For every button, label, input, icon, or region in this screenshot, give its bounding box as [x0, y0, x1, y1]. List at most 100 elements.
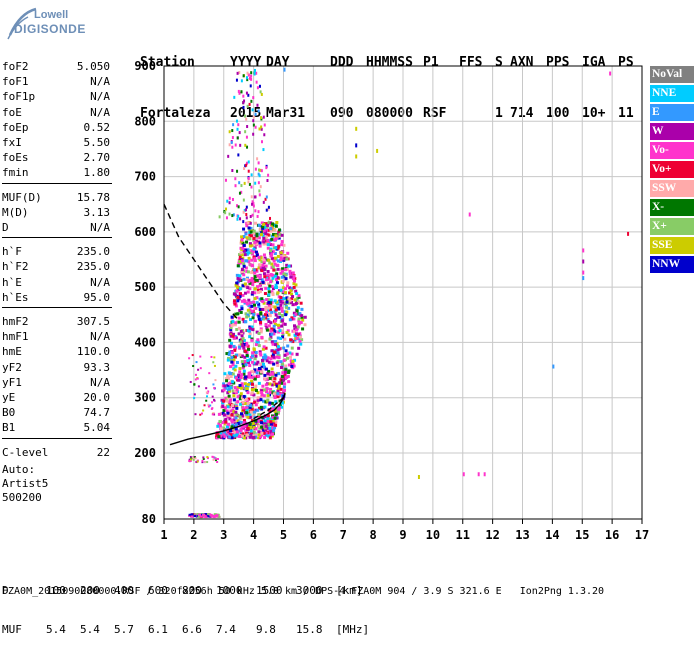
echo-point: [232, 322, 236, 326]
echo-point: [273, 409, 277, 413]
es-echo: [204, 513, 208, 516]
param-separator: [2, 237, 112, 239]
echo-point: [234, 427, 238, 431]
param-value: 3.13: [83, 205, 111, 219]
echo-point: [248, 373, 252, 377]
x-tick-label: 15: [575, 528, 589, 542]
echo-point: [274, 373, 278, 377]
side-echo: [191, 354, 194, 357]
distance-value: 600: [148, 584, 168, 597]
x-tick-label: 16: [605, 528, 619, 542]
echo-point: [277, 295, 281, 299]
echo-point: [287, 371, 291, 375]
echo-point: [266, 238, 270, 242]
echo-point: [249, 426, 253, 430]
echo-point: [256, 157, 259, 161]
value-s: 1: [495, 106, 503, 121]
echo-point: [252, 348, 256, 352]
echo-point: [236, 419, 240, 423]
echo-point: [267, 228, 271, 232]
legend-item-noval: NoVal: [650, 66, 694, 83]
echo-point: [266, 414, 270, 418]
echo-point: [243, 301, 247, 305]
echo-point: [242, 364, 246, 368]
echo-point: [282, 254, 286, 258]
echo-point: [280, 329, 284, 333]
echo-point: [228, 400, 232, 404]
es-echo: [202, 513, 206, 516]
echo-point: [229, 428, 233, 432]
echo-point: [264, 232, 268, 236]
echo-point: [280, 381, 284, 385]
echo-point: [252, 204, 255, 208]
echo-point: [249, 230, 253, 234]
echo-point: [254, 375, 258, 379]
isolated-echo: [483, 472, 486, 477]
echo-point: [261, 384, 265, 388]
echo-point: [258, 193, 261, 197]
echo-point: [261, 234, 265, 238]
echo-point: [262, 399, 266, 403]
echo-point: [259, 405, 263, 409]
echo-point: [244, 428, 248, 432]
echo-point: [286, 352, 290, 356]
echo-point: [233, 299, 237, 303]
echo-point: [229, 409, 233, 413]
echo-point: [257, 314, 261, 318]
echo-point: [221, 411, 225, 415]
echo-point: [271, 422, 275, 426]
echo-point: [288, 318, 292, 322]
echo-point: [292, 317, 296, 321]
echo-point: [240, 396, 244, 400]
echo-point: [281, 330, 285, 334]
echo-point: [245, 259, 249, 263]
echo-point: [236, 422, 240, 426]
param-row: fmin 1.80: [2, 166, 110, 180]
echo-point: [252, 132, 255, 136]
echo-point: [234, 283, 238, 287]
echo-point: [215, 433, 219, 437]
echo-point: [237, 89, 240, 93]
es-echo: [198, 513, 202, 516]
es-second-hop: [202, 458, 205, 461]
echo-point: [231, 423, 235, 427]
echo-point: [276, 323, 280, 327]
echo-point: [250, 276, 254, 280]
echo-point: [280, 309, 284, 313]
y-tick-label: 900: [134, 59, 156, 73]
side-echo: [213, 364, 216, 367]
echo-point: [274, 313, 278, 317]
echo-point: [242, 101, 245, 105]
echo-point: [235, 353, 239, 357]
echo-point: [248, 412, 252, 416]
echo-point: [282, 346, 286, 350]
echo-point: [268, 426, 272, 430]
value-ps: 11: [618, 106, 634, 121]
echo-point: [267, 360, 271, 364]
echo-point: [252, 242, 256, 246]
echo-point: [230, 418, 234, 422]
echo-point: [280, 243, 284, 247]
es-echo: [190, 515, 194, 518]
echo-point: [295, 292, 299, 296]
side-echo: [211, 395, 214, 398]
echo-point: [277, 228, 281, 232]
echo-point: [235, 78, 238, 82]
echo-point: [285, 263, 289, 267]
param-row: hmE 110.0: [2, 345, 110, 359]
param-name: hmE: [2, 345, 22, 359]
echo-point: [248, 301, 252, 305]
echo-point: [258, 274, 262, 278]
echo-point: [254, 350, 258, 354]
echo-point: [275, 220, 279, 224]
echo-point: [277, 384, 281, 388]
echo-point: [255, 340, 259, 344]
echo-point: [224, 396, 228, 400]
echo-point: [255, 269, 259, 273]
echo-point: [266, 298, 270, 302]
echo-point: [262, 315, 266, 319]
echo-point: [259, 256, 263, 260]
value-day: Mar31: [266, 106, 306, 121]
param-row: MUF(D) 15.78: [2, 191, 110, 205]
echo-point: [272, 324, 276, 328]
